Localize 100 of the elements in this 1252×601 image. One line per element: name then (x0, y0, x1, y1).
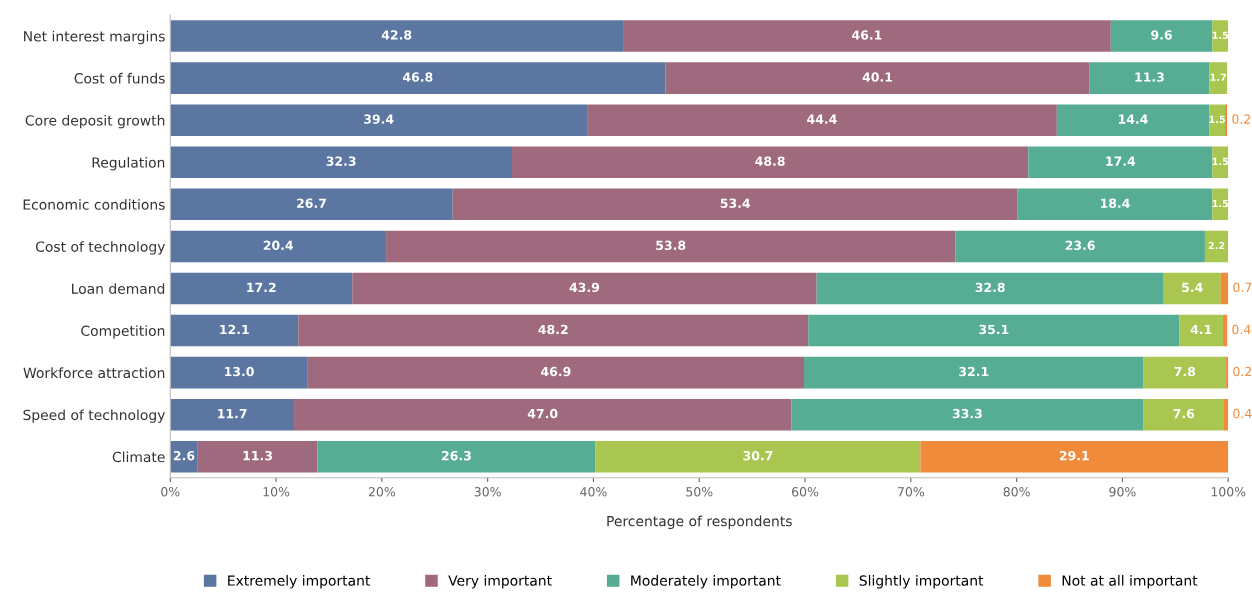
bar (1212, 146, 1229, 179)
data-label: 32.3 (326, 156, 356, 166)
y-tick-label: Loan demand (72, 283, 165, 294)
data-label: 1.5 (1212, 199, 1229, 208)
y-tick-label: Competition (81, 325, 165, 339)
bar (170, 230, 387, 263)
data-label: 1.5 (1209, 115, 1226, 124)
data-label: 0.2 (1232, 114, 1251, 124)
bar (587, 104, 1057, 136)
data-label: 53.8 (656, 240, 686, 251)
bar (511, 146, 1029, 179)
bar (955, 230, 1205, 263)
bar (1223, 398, 1229, 431)
bar (298, 314, 809, 347)
data-label: 1.7 (1210, 73, 1226, 81)
data-label: 32.1 (959, 366, 989, 377)
data-label: 13.0 (225, 366, 254, 377)
bar (1110, 20, 1213, 52)
bar (170, 398, 295, 431)
y-tick-label: Climate (112, 451, 165, 463)
bar (1143, 398, 1224, 431)
data-label: 0.7 (1233, 282, 1252, 293)
y-tick-label: Cost of technology (35, 241, 165, 255)
bar (1017, 188, 1213, 221)
bar (1222, 314, 1228, 347)
y-tick-label: Economic conditions (23, 199, 165, 210)
data-label: 20.4 (263, 240, 294, 251)
bar (170, 314, 299, 347)
x-tick-label: 90% (1109, 487, 1136, 497)
bar (1212, 188, 1229, 221)
x-tick-label: 20% (368, 487, 396, 497)
bar (317, 440, 596, 473)
y-tick-label: Net interest margins (24, 30, 165, 45)
bar (170, 20, 624, 52)
data-label: 35.1 (979, 324, 1009, 335)
data-label: 7.8 (1174, 366, 1196, 377)
bar (1056, 104, 1210, 136)
data-label: 5.4 (1182, 282, 1203, 293)
x-tick-label: 10% (263, 487, 290, 497)
legend-label: Extremely important (228, 575, 371, 589)
data-label: 11.7 (218, 409, 247, 419)
data-label: 29.1 (1059, 450, 1089, 461)
bar (170, 272, 353, 305)
y-tick-label: Workforce attraction (23, 367, 165, 379)
data-label: 12.1 (220, 324, 249, 334)
bar (816, 272, 1164, 305)
bar (1225, 104, 1228, 136)
bar (1220, 272, 1229, 305)
legend-label: Slightly important (859, 575, 984, 589)
bar (1209, 62, 1228, 94)
data-label: 40.1 (862, 72, 893, 82)
data-label: 17.2 (247, 282, 276, 292)
y-tick-label: Core deposit growth (25, 114, 165, 129)
bar (803, 356, 1144, 389)
data-label: 39.4 (364, 114, 394, 124)
y-tick-label: Regulation (92, 156, 165, 171)
y-tick-label: Cost of funds (74, 72, 165, 84)
data-label: 33.3 (952, 408, 982, 419)
x-tick-label: 80% (1003, 487, 1030, 497)
data-label: 48.2 (538, 324, 568, 335)
data-label: 48.8 (755, 156, 785, 166)
legend-label: Moderately important (631, 575, 781, 589)
bar (1204, 230, 1229, 263)
data-label: 7.6 (1173, 408, 1195, 419)
bar (452, 188, 1018, 221)
x-tick-label: 40% (580, 487, 607, 497)
bar (1226, 356, 1229, 389)
data-label: 32.8 (975, 282, 1005, 293)
bar (352, 272, 817, 305)
bar (1089, 62, 1210, 94)
x-axis-title: Percentage of respondents (607, 515, 792, 530)
bar (1179, 314, 1223, 347)
data-label: 11.3 (1135, 72, 1164, 82)
data-label: 18.4 (1101, 198, 1130, 208)
data-label: 0.2 (1233, 366, 1252, 377)
data-label: 2.2 (1208, 241, 1225, 250)
data-label: 17.4 (1106, 156, 1136, 166)
bar (197, 440, 318, 473)
data-label: 47.0 (527, 408, 558, 419)
x-tick-label: 30% (474, 487, 501, 497)
bar (170, 62, 666, 94)
bar (170, 104, 588, 136)
data-label: 1.5 (1212, 157, 1229, 166)
bar (1212, 20, 1229, 52)
data-label: 46.9 (541, 366, 571, 377)
bar (170, 146, 512, 179)
data-label: 0.4 (1233, 408, 1252, 419)
bar (623, 20, 1111, 52)
bar (1163, 272, 1221, 305)
legend-label: Not at all important (1062, 575, 1198, 589)
bar (294, 398, 792, 431)
bar (791, 398, 1144, 431)
data-label: 26.7 (297, 198, 326, 208)
bar (170, 440, 198, 473)
x-tick-label: 60% (792, 487, 819, 497)
bar (170, 188, 453, 221)
bar (386, 230, 956, 263)
bar (808, 314, 1180, 347)
data-label: 53.4 (720, 198, 751, 208)
data-label: 11.3 (243, 450, 272, 461)
